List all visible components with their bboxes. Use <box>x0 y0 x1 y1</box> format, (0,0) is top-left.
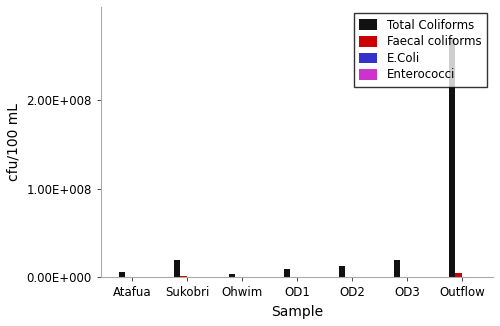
Y-axis label: cfu/100 mL: cfu/100 mL <box>7 103 21 181</box>
Bar <box>118 272 126 277</box>
Bar <box>339 266 345 277</box>
Legend: Total Coliforms, Faecal coliforms, E.Coli, Enterococci: Total Coliforms, Faecal coliforms, E.Col… <box>354 13 487 87</box>
Bar <box>394 260 400 277</box>
Bar <box>284 270 290 277</box>
X-axis label: Sample: Sample <box>271 305 323 319</box>
Bar <box>229 274 235 277</box>
Bar <box>449 38 456 277</box>
Bar <box>180 276 187 277</box>
Bar <box>174 260 180 277</box>
Bar <box>456 273 462 277</box>
